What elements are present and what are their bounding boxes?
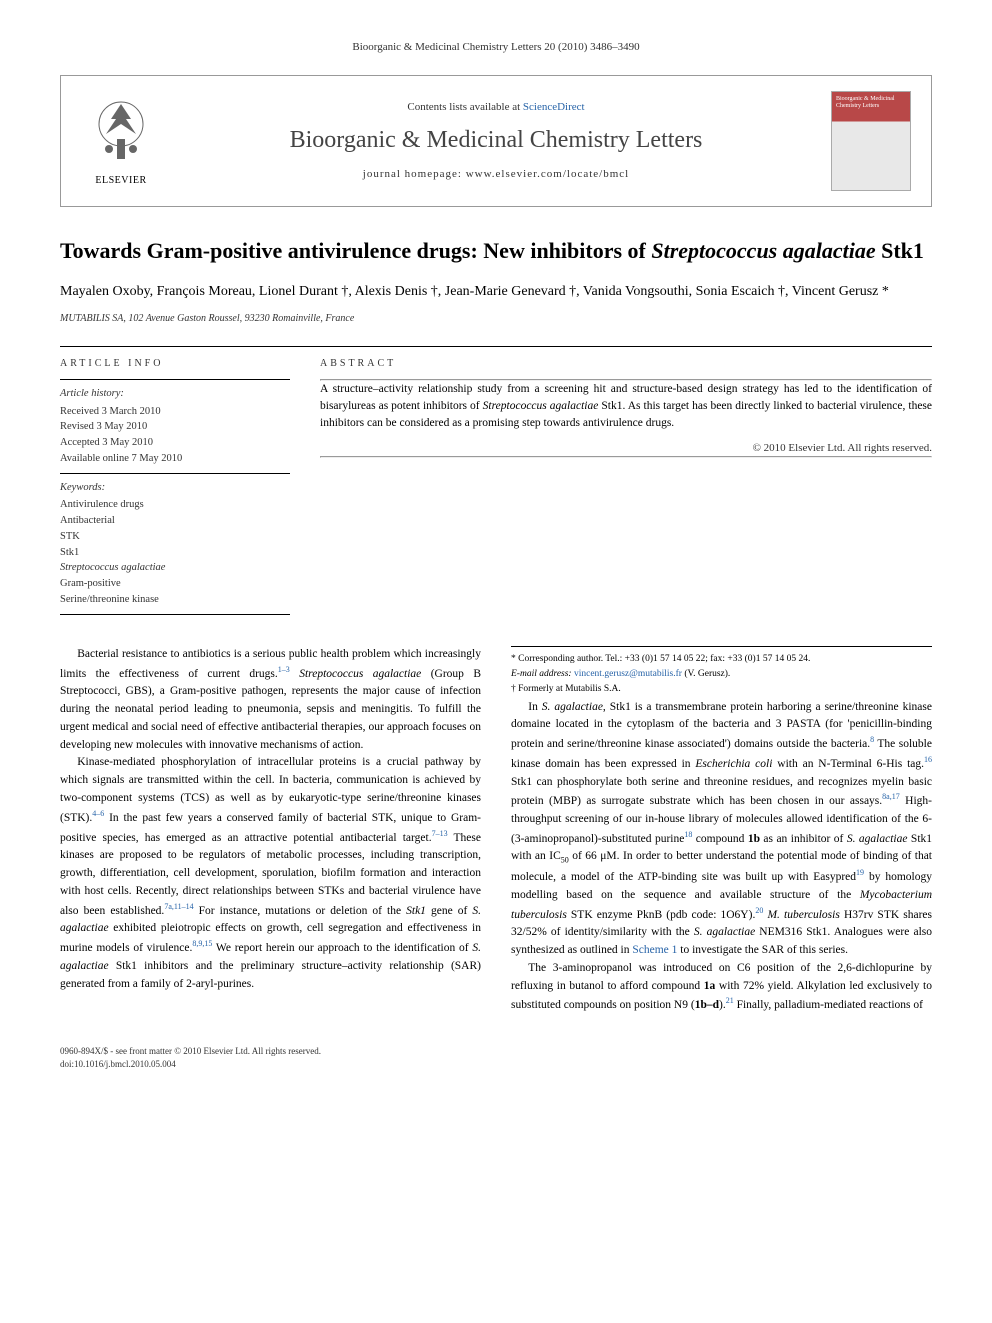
email-link[interactable]: vincent.gerusz@mutabilis.fr: [574, 669, 682, 679]
elsevier-tree-logo: [91, 94, 151, 164]
article-info-heading: ARTICLE INFO: [60, 357, 290, 371]
p2-cont1: In the past few years a conserved family…: [60, 812, 481, 844]
p3-pre: In S. agalactiae, Stk1 is a transmembran…: [511, 701, 932, 750]
ref-link[interactable]: 8a,17: [882, 792, 900, 801]
body-paragraph-4: The 3-aminopropanol was introduced on C6…: [511, 960, 932, 1015]
running-header: Bioorganic & Medicinal Chemistry Letters…: [60, 40, 932, 55]
journal-homepage-line: journal homepage: www.elsevier.com/locat…: [161, 167, 831, 182]
article-info-block: ARTICLE INFO Article history: Received 3…: [60, 357, 290, 621]
abstract-copyright: © 2010 Elsevier Ltd. All rights reserved…: [320, 441, 932, 456]
homepage-prefix: journal homepage:: [363, 168, 466, 180]
ref-link[interactable]: 7–13: [432, 829, 448, 838]
section-divider: [60, 346, 932, 347]
species-name: Streptococcus agalactiae: [299, 667, 421, 679]
ref-link[interactable]: 16: [924, 755, 932, 764]
scheme-link[interactable]: Scheme 1: [632, 944, 677, 956]
abstract-heading: ABSTRACT: [320, 357, 932, 371]
journal-cover-thumbnail: Bioorganic & Medicinal Chemistry Letters: [831, 91, 911, 191]
info-abstract-row: ARTICLE INFO Article history: Received 3…: [60, 357, 932, 621]
p3-cont8: to investigate the SAR of this series.: [677, 944, 848, 956]
body-paragraph-3: In S. agalactiae, Stk1 is a transmembran…: [511, 699, 932, 960]
p1-cont: (Group B Streptococci, GBS), a Gram-posi…: [60, 667, 481, 750]
body-paragraph-2: Kinase-mediated phosphorylation of intra…: [60, 754, 481, 993]
keyword-item: Gram-positive: [60, 576, 290, 592]
keywords-label: Keywords:: [60, 480, 290, 496]
author-list: Mayalen Oxoby, François Moreau, Lionel D…: [60, 281, 932, 302]
history-item: Received 3 March 2010: [60, 404, 290, 420]
info-divider: [60, 473, 290, 474]
body-paragraph-1: Bacterial resistance to antibiotics is a…: [60, 646, 481, 755]
ref-link[interactable]: 21: [726, 996, 734, 1005]
p3-cont2: Stk1 can phosphorylate both serine and t…: [511, 776, 932, 808]
dagger-footnote: † Formerly at Mutabilis S.A.: [511, 683, 932, 696]
article-history: Article history: Received 3 March 2010 R…: [60, 386, 290, 467]
email-name: (V. Gerusz).: [682, 669, 730, 679]
ref-link[interactable]: 1–3: [278, 665, 290, 674]
corresponding-author-footnote: * Corresponding author. Tel.: +33 (0)1 5…: [511, 653, 932, 666]
info-divider: [60, 614, 290, 615]
article-title: Towards Gram-positive antivirulence drug…: [60, 237, 932, 266]
keyword-item: STK: [60, 529, 290, 545]
history-item: Revised 3 May 2010: [60, 419, 290, 435]
footnotes-block: * Corresponding author. Tel.: +33 (0)1 5…: [511, 646, 932, 697]
ic50-sub: 50: [561, 856, 569, 865]
keywords-block: Keywords: Antivirulence drugs Antibacter…: [60, 480, 290, 608]
footer-copyright: 0960-894X/$ - see front matter © 2010 El…: [60, 1045, 932, 1058]
ref-link[interactable]: 8,9,15: [192, 939, 212, 948]
page-footer: 0960-894X/$ - see front matter © 2010 El…: [60, 1045, 932, 1070]
email-footnote: E-mail address: vincent.gerusz@mutabilis…: [511, 668, 932, 681]
keyword-item: Serine/threonine kinase: [60, 592, 290, 608]
masthead-center: Contents lists available at ScienceDirec…: [161, 100, 831, 182]
info-divider: [60, 379, 290, 380]
title-pre: Towards Gram-positive antivirulence drug…: [60, 238, 651, 263]
publisher-block: ELSEVIER: [81, 94, 161, 188]
journal-name: Bioorganic & Medicinal Chemistry Letters: [161, 124, 831, 158]
title-species: Streptococcus agalactiae: [651, 238, 875, 263]
footer-doi: doi:10.1016/j.bmcl.2010.05.004: [60, 1058, 932, 1071]
title-post: Stk1: [876, 238, 924, 263]
affiliation: MUTABILIS SA, 102 Avenue Gaston Roussel,…: [60, 312, 932, 326]
journal-masthead: ELSEVIER Contents lists available at Sci…: [60, 75, 932, 207]
abstract-text: A structure–activity relationship study …: [320, 381, 932, 433]
keyword-item: Antibacterial: [60, 513, 290, 529]
contents-prefix: Contents lists available at: [407, 101, 522, 113]
article-body: Bacterial resistance to antibiotics is a…: [60, 646, 932, 1015]
history-item: Accepted 3 May 2010: [60, 435, 290, 451]
sciencedirect-link[interactable]: ScienceDirect: [523, 101, 585, 113]
contents-available-line: Contents lists available at ScienceDirec…: [161, 100, 831, 115]
homepage-url: www.elsevier.com/locate/bmcl: [466, 168, 630, 180]
publisher-name: ELSEVIER: [81, 174, 161, 188]
ref-link[interactable]: 19: [856, 868, 864, 877]
ref-link[interactable]: 7a,11–14: [164, 902, 193, 911]
keyword-item: Streptococcus agalactiae: [60, 560, 290, 576]
cover-title-text: Bioorganic & Medicinal Chemistry Letters: [836, 96, 906, 109]
p4-cont: Finally, palladium-mediated reactions of: [734, 999, 923, 1011]
history-label: Article history:: [60, 386, 290, 402]
keyword-item: Stk1: [60, 545, 290, 561]
ref-link[interactable]: 4–6: [92, 809, 104, 818]
abstract-divider-bottom: [320, 456, 932, 458]
abstract-species: Streptococcus agalactiae: [483, 400, 599, 412]
keyword-item: Antivirulence drugs: [60, 497, 290, 513]
email-label: E-mail address:: [511, 669, 574, 679]
history-item: Available online 7 May 2010: [60, 451, 290, 467]
abstract-block: ABSTRACT A structure–activity relationsh…: [320, 357, 932, 621]
